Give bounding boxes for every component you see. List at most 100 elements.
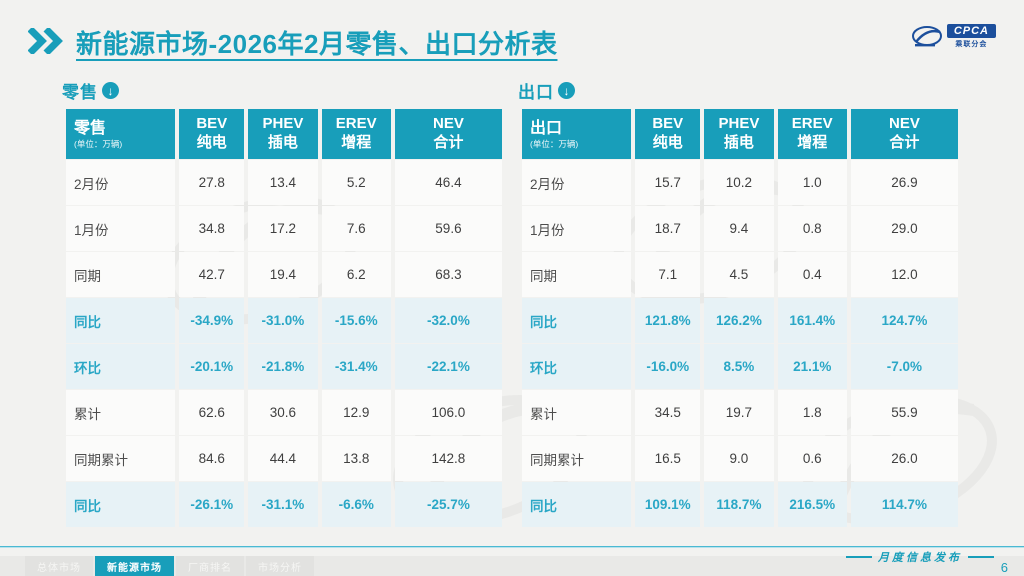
cell-value: 34.5 [635,390,701,435]
cell-value: -20.1% [179,344,245,389]
header-cell-bev: BEV 纯电 [635,109,701,159]
header-cell-bev: BEV 纯电 [179,109,245,159]
cell-value: 26.9 [850,160,958,205]
cell-value: 9.4 [704,206,774,251]
cell-value: 59.6 [394,206,502,251]
cell-value: 161.4% [777,298,847,343]
cell-value: 124.7% [850,298,958,343]
table-row: 同期累计 84.6 44.4 13.8 142.8 [66,436,502,481]
export-header-row: 出口 (单位：万辆) BEV 纯电 PHEV 插电 EREV [522,109,958,159]
table-row-highlight: 环比 -20.1% -21.8% -31.4% -22.1% [66,344,502,389]
cell-value: 26.0 [850,436,958,481]
cell-value: 29.0 [850,206,958,251]
cell-value: 16.5 [635,436,701,481]
table-row: 1月份 34.8 17.2 7.6 59.6 [66,206,502,251]
header-cell-nev: NEV 合计 [850,109,958,159]
cell-value: 8.5% [704,344,774,389]
cell-value: 55.9 [850,390,958,435]
tab-manufacturer-ranking[interactable]: 厂商排名 [176,556,244,576]
cell-value: 0.8 [777,206,847,251]
retail-table-section: 零售 ↓ 零售 (单位：万辆) BEV 纯电 [62,78,506,528]
export-table: 出口 (单位：万辆) BEV 纯电 PHEV 插电 EREV [518,108,962,528]
table-row: 同期 42.7 19.4 6.2 68.3 [66,252,502,297]
tab-nev-market[interactable]: 新能源市场 [95,556,174,576]
cpca-logo-text: CPCA [946,24,996,38]
cell-value: 106.0 [394,390,502,435]
tables-area: 零售 ↓ 零售 (单位：万辆) BEV 纯电 [62,78,962,528]
header-cell-phev: PHEV 插电 [248,109,318,159]
header-unit: (单位：万辆) [74,138,123,149]
row-label: 环比 [522,344,632,389]
cell-value: 1.0 [777,160,847,205]
cell-value: 19.7 [704,390,774,435]
cell-value: 46.4 [394,160,502,205]
cell-value: -6.6% [321,482,391,527]
cell-value: 62.6 [179,390,245,435]
cell-value: 68.3 [394,252,502,297]
down-arrow-icon: ↓ [102,82,119,99]
cell-value: 17.2 [248,206,318,251]
cell-value: -26.1% [179,482,245,527]
table-row: 同期累计 16.5 9.0 0.6 26.0 [522,436,958,481]
header-cell-erev: EREV 增程 [777,109,847,159]
retail-section-label: 零售 ↓ [62,78,506,103]
cell-value: 5.2 [321,160,391,205]
cell-value: -21.8% [248,344,318,389]
header-cell-phev: PHEV 插电 [704,109,774,159]
page-title: 新能源市场-2026年2月零售、出口分析表 [76,29,558,59]
row-label: 同比 [522,298,632,343]
row-label: 1月份 [522,206,632,251]
caption-text: 月度信息发布 [878,552,962,564]
cell-value: -31.4% [321,344,391,389]
export-table-section: 出口 ↓ 出口 (单位：万辆) BEV 纯电 [518,78,962,528]
header-cell-nev: NEV 合计 [394,109,502,159]
caption-rule-right [968,556,994,558]
cell-value: 19.4 [248,252,318,297]
header-cell-label: 零售 (单位：万辆) [66,109,176,159]
table-row: 2月份 27.8 13.4 5.2 46.4 [66,160,502,205]
header-unit: (单位：万辆) [530,138,579,149]
cell-value: -34.9% [179,298,245,343]
page-number: 6 [1000,560,1008,575]
cell-value: 42.7 [179,252,245,297]
cell-value: 118.7% [704,482,774,527]
cell-value: -25.7% [394,482,502,527]
cell-value: -31.1% [248,482,318,527]
cell-value: 84.6 [179,436,245,481]
cell-value: 9.0 [704,436,774,481]
table-row-highlight: 同比 -34.9% -31.0% -15.6% -32.0% [66,298,502,343]
cell-value: -16.0% [635,344,701,389]
table-row: 累计 34.5 19.7 1.8 55.9 [522,390,958,435]
header-cell-label: 出口 (单位：万辆) [522,109,632,159]
header-cell-erev: EREV 增程 [321,109,391,159]
cell-value: 4.5 [704,252,774,297]
caption-rule-left [846,556,872,558]
cell-value: 142.8 [394,436,502,481]
row-label: 同期 [66,252,176,297]
table-row-highlight: 环比 -16.0% 8.5% 21.1% -7.0% [522,344,958,389]
table-row-highlight: 同比 121.8% 126.2% 161.4% 124.7% [522,298,958,343]
footer-divider-line [0,546,1024,548]
tab-overall-market[interactable]: 总体市场 [25,556,93,576]
row-label: 同比 [66,298,176,343]
cell-value: 7.6 [321,206,391,251]
cell-value: -31.0% [248,298,318,343]
cpca-logo-subtext: 乘联分会 [955,41,988,48]
cpca-logo-swoosh-icon [911,25,942,46]
cell-value: 0.4 [777,252,847,297]
row-label: 同期累计 [66,436,176,481]
cell-value: 121.8% [635,298,701,343]
cell-value: 13.4 [248,160,318,205]
cell-value: 44.4 [248,436,318,481]
cell-value: 15.7 [635,160,701,205]
footer-caption: 月度信息发布 [846,549,994,565]
table-row: 累计 62.6 30.6 12.9 106.0 [66,390,502,435]
cell-value: 21.1% [777,344,847,389]
cell-value: -15.6% [321,298,391,343]
row-label: 累计 [66,390,176,435]
tab-market-analysis[interactable]: 市场分析 [246,556,314,576]
cell-value: 6.2 [321,252,391,297]
retail-header-row: 零售 (单位：万辆) BEV 纯电 PHEV 插电 EREV [66,109,502,159]
row-label: 累计 [522,390,632,435]
